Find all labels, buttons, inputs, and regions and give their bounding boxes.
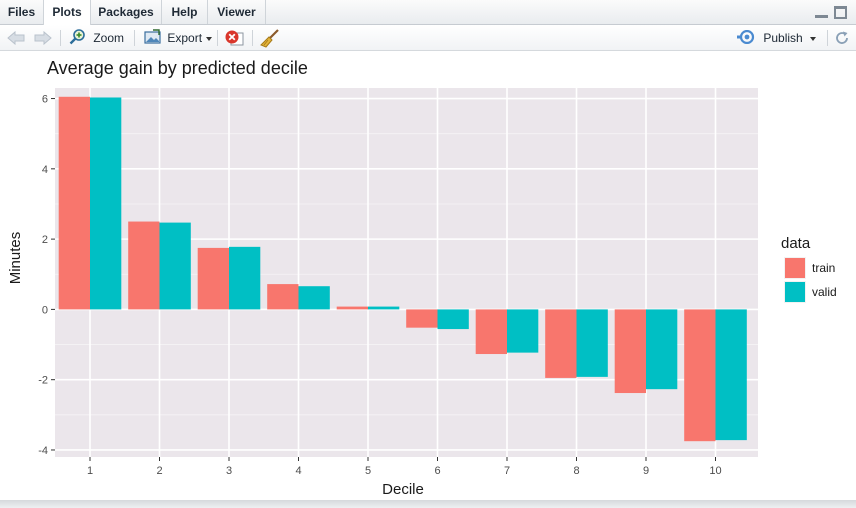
x-tick-label: 7: [504, 465, 510, 477]
toolbar-separator: [134, 30, 135, 46]
dropdown-caret-icon: [206, 36, 213, 41]
legend-label-valid: valid: [812, 285, 837, 299]
x-tick-label: 4: [295, 465, 301, 477]
x-tick-label: 3: [226, 465, 232, 477]
toolbar-separator: [217, 30, 218, 46]
bar-valid-3: [229, 246, 261, 310]
bar-valid-5: [368, 306, 400, 310]
bar-valid-7: [507, 309, 539, 353]
toolbar-separator: [60, 30, 61, 46]
legend-title: data: [781, 235, 811, 252]
back-arrow-icon[interactable]: [7, 31, 25, 45]
bar-valid-2: [159, 222, 191, 310]
plots-toolbar: Zoom Export Publish: [0, 25, 856, 51]
publish-menu-button[interactable]: Publish: [737, 29, 816, 47]
bar-valid-9: [646, 309, 678, 390]
bar-train-1: [58, 96, 90, 310]
bar-train-7: [475, 309, 507, 355]
bar-train-9: [614, 309, 646, 394]
y-tick-label: 4: [42, 164, 48, 176]
bar-train-8: [545, 309, 577, 378]
zoom-icon: [69, 29, 85, 45]
toolbar-separator: [827, 30, 828, 46]
legend: data train valid: [781, 235, 837, 303]
tab-plots[interactable]: Plots: [43, 0, 91, 25]
bar-train-3: [197, 247, 229, 310]
bars: [58, 96, 747, 442]
x-tick-label: 1: [87, 465, 93, 477]
publish-label: Publish: [763, 31, 803, 45]
x-tick-label: 6: [434, 465, 440, 477]
bar-train-2: [128, 221, 160, 310]
export-label: Export: [167, 31, 203, 45]
bar-train-4: [267, 284, 299, 310]
tab-files[interactable]: Files: [0, 0, 44, 24]
bar-train-5: [336, 306, 368, 310]
zoom-label: Zoom: [93, 31, 125, 45]
tab-viewer[interactable]: Viewer: [208, 0, 266, 24]
chart-title: Average gain by predicted decile: [47, 58, 308, 78]
refresh-icon[interactable]: [834, 30, 850, 46]
publish-icon: [737, 29, 755, 45]
y-tick-label: -2: [38, 375, 48, 387]
tab-help[interactable]: Help: [162, 0, 208, 24]
x-tick-label: 2: [156, 465, 162, 477]
bar-valid-1: [90, 97, 122, 310]
y-tick-label: 2: [42, 234, 48, 246]
minimize-pane-icon[interactable]: [815, 6, 828, 19]
bar-valid-4: [298, 286, 330, 310]
legend-key-train: [785, 258, 805, 278]
bar-valid-6: [437, 309, 469, 330]
tab-packages[interactable]: Packages: [91, 0, 162, 24]
maximize-pane-icon[interactable]: [834, 6, 847, 19]
y-axis-title: Minutes: [7, 232, 24, 285]
pane-bottom-border: [0, 500, 856, 508]
legend-label-train: train: [812, 261, 835, 275]
bar-train-10: [684, 309, 716, 442]
export-menu-button[interactable]: Export: [144, 29, 213, 47]
x-axis-title: Decile: [382, 481, 424, 498]
plot-canvas: Average gain by predicted decile Minutes…: [7, 58, 837, 498]
export-image-icon: [144, 29, 161, 44]
x-tick-label: 9: [643, 465, 649, 477]
remove-plot-icon[interactable]: [224, 29, 246, 47]
y-tick-label: 6: [42, 94, 48, 106]
bar-train-6: [406, 309, 438, 328]
x-tick-label: 5: [365, 465, 371, 477]
x-tick-label: 8: [573, 465, 579, 477]
y-tick-label: -4: [38, 445, 48, 457]
pane-tab-bar: Files Plots Packages Help Viewer: [0, 0, 856, 25]
x-tick-label: 10: [709, 465, 721, 477]
axes: -4 -2 0 2 4 6 1 2 3 4 5 6 7 8 9 10: [38, 94, 721, 477]
dropdown-caret-icon: [809, 36, 816, 41]
broom-clear-all-icon[interactable]: [260, 28, 280, 48]
legend-key-valid: [785, 282, 805, 302]
forward-arrow-icon[interactable]: [34, 31, 52, 45]
zoom-button[interactable]: Zoom: [69, 29, 124, 47]
y-tick-label: 0: [42, 304, 48, 316]
toolbar-separator: [252, 30, 253, 46]
bar-valid-8: [576, 309, 608, 377]
bar-valid-10: [715, 309, 747, 441]
